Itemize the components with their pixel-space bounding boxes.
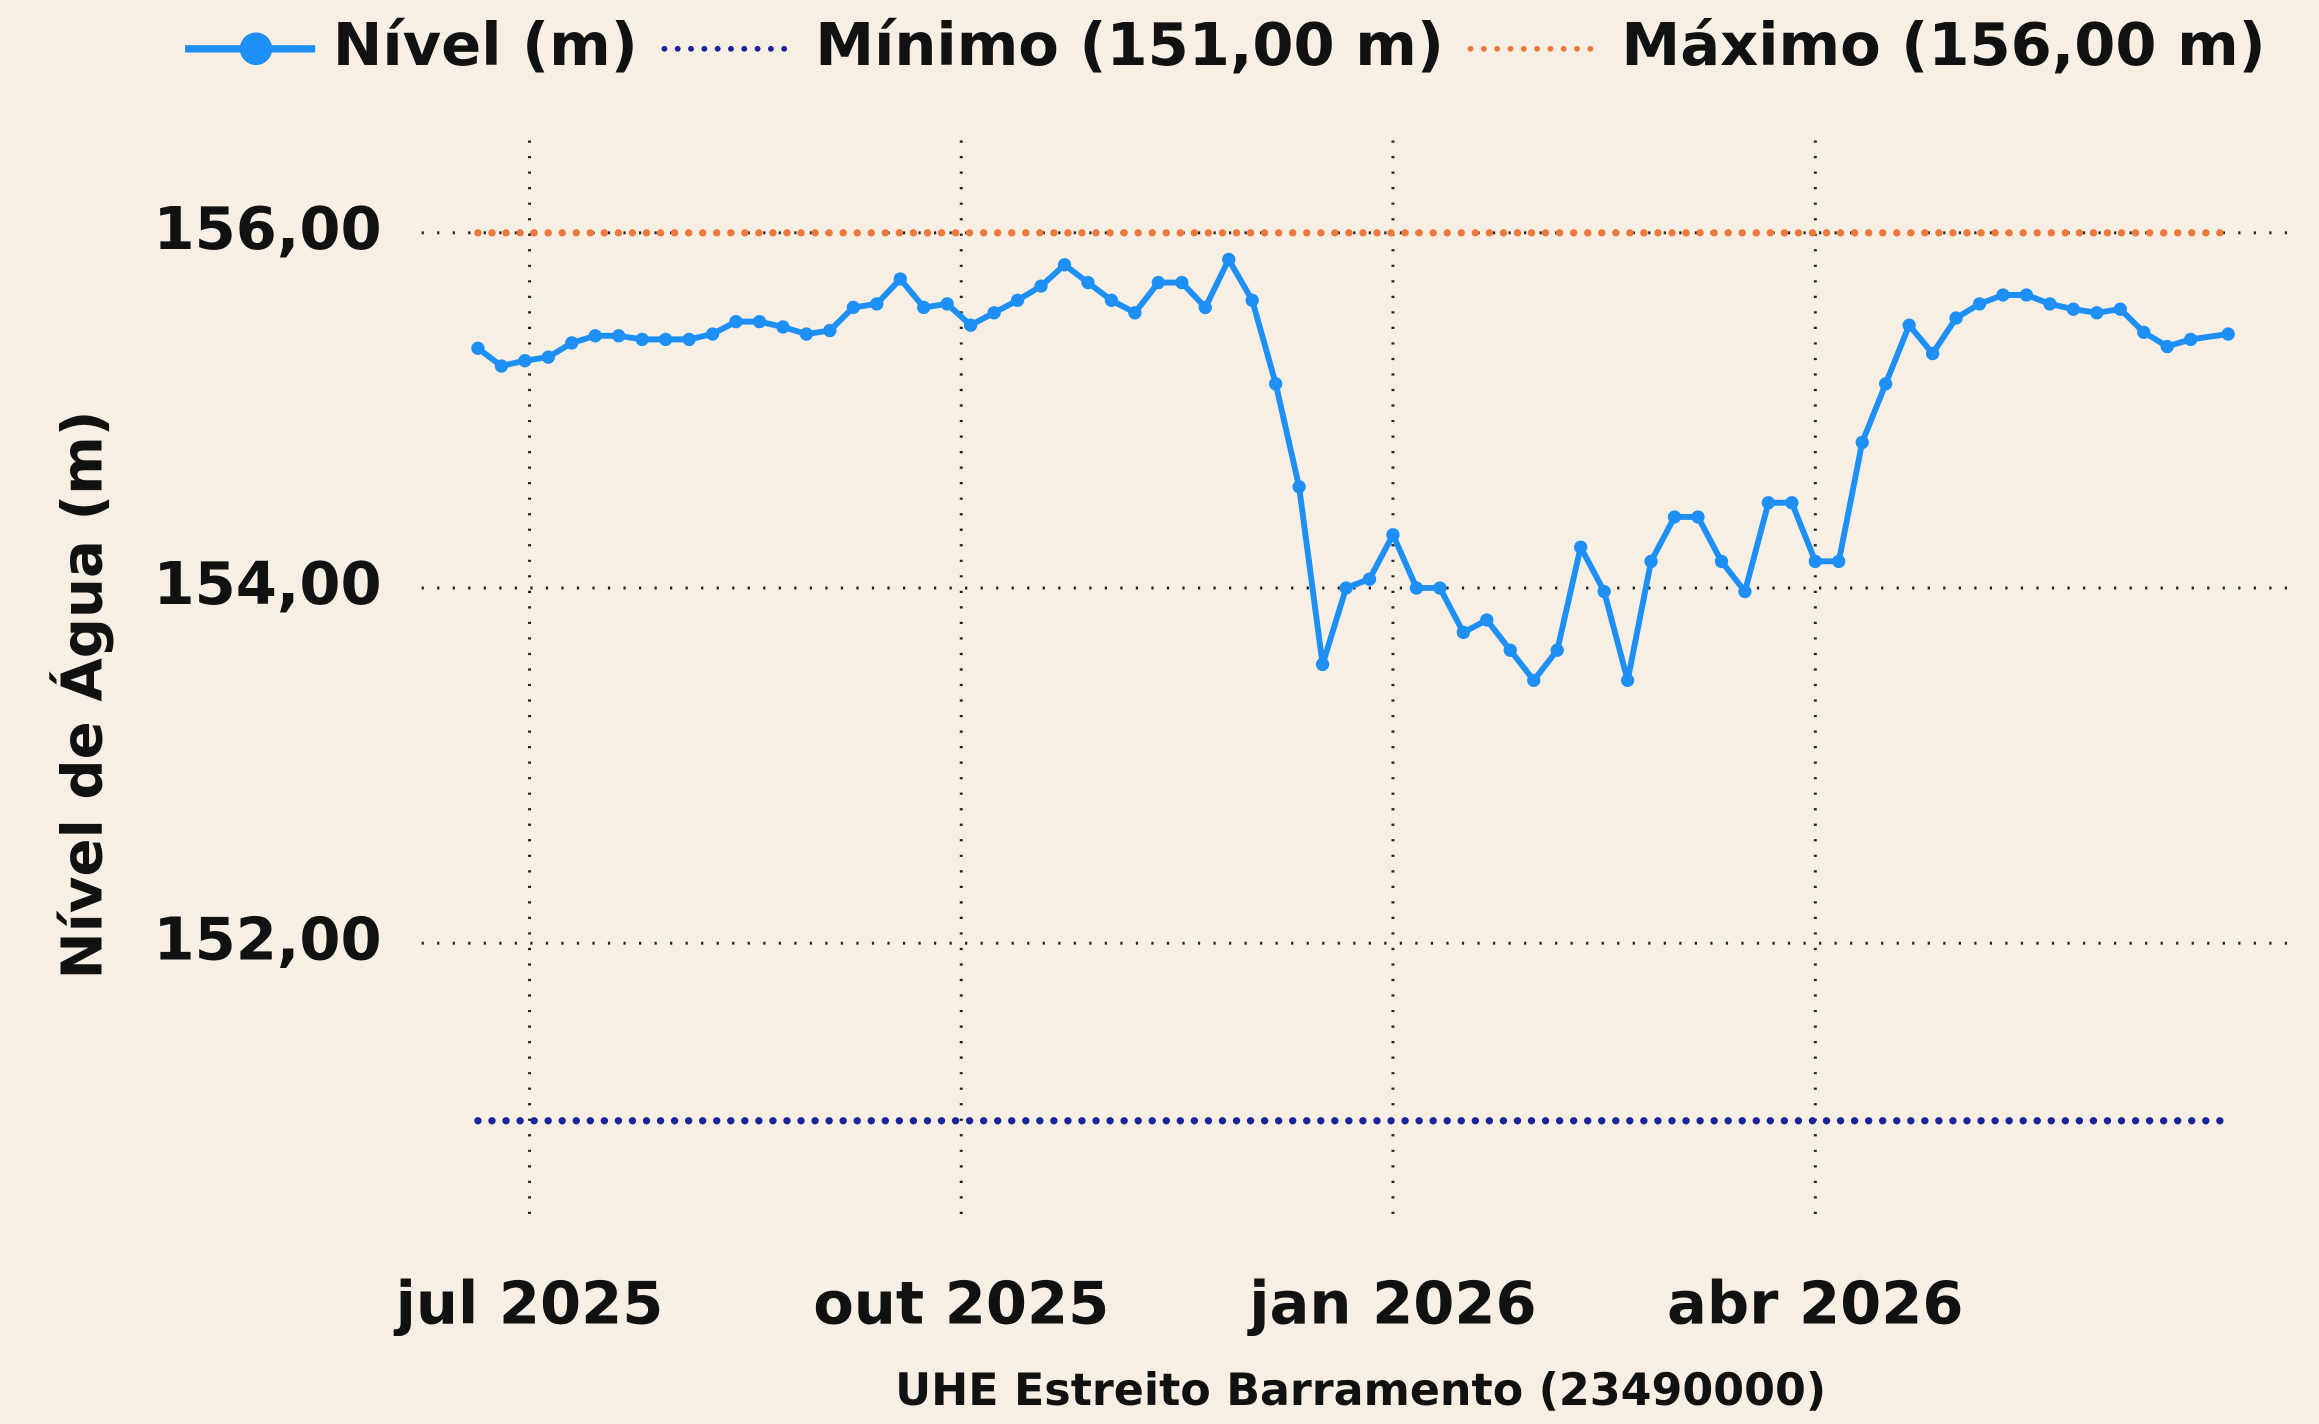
data-point (2221, 327, 2235, 341)
data-point (1597, 584, 1611, 599)
data-point (893, 272, 907, 286)
legend-label: Nível (m) (333, 10, 638, 79)
x-tick-label: jul 2025 (394, 1268, 664, 1337)
data-point (1362, 572, 1377, 586)
data-point (2019, 288, 2034, 302)
data-point (940, 297, 954, 311)
data-point (729, 314, 743, 329)
data-point (2160, 339, 2174, 354)
data-point (1057, 258, 1072, 272)
data-point (518, 354, 532, 368)
data-point (1198, 300, 1212, 315)
data-point (2184, 332, 2198, 347)
data-point (1151, 275, 1165, 290)
y-axis-label: Nível de Água (m) (48, 411, 116, 980)
data-point (1667, 510, 1682, 524)
data-point (1503, 643, 1517, 657)
data-point (2137, 325, 2151, 339)
data-point (987, 306, 1001, 320)
data-point (2090, 306, 2104, 320)
data-point (612, 329, 626, 343)
data-point (1527, 673, 1541, 688)
data-point (1456, 625, 1471, 640)
data-point (1996, 288, 2010, 302)
data-point (1761, 496, 1776, 510)
data-point (1691, 510, 1705, 524)
data-point (1785, 496, 1799, 510)
data-point (1644, 554, 1658, 569)
data-point (846, 300, 860, 315)
legend-swatch (239, 32, 273, 66)
data-point (1480, 613, 1494, 627)
data-point (1034, 279, 1048, 293)
data-point (1292, 480, 1306, 494)
data-point (1620, 673, 1635, 688)
data-point (682, 332, 696, 347)
data-point (1104, 293, 1119, 307)
data-point (1433, 581, 1447, 595)
data-point (1550, 643, 1564, 657)
data-point (1128, 306, 1142, 320)
data-point (1269, 377, 1283, 391)
data-point (1808, 554, 1822, 569)
data-point (471, 341, 485, 355)
data-point (494, 359, 509, 373)
data-point (1315, 657, 1330, 672)
y-tick-label: 154,00 (154, 549, 382, 618)
data-point (752, 314, 767, 329)
data-point (1949, 311, 1963, 325)
data-point (565, 336, 579, 350)
data-point (658, 332, 673, 347)
data-point (1832, 554, 1846, 569)
y-tick-label: 156,00 (154, 194, 382, 263)
legend-label: Mínimo (151,00 m) (815, 10, 1444, 79)
data-point (1879, 377, 1893, 391)
data-point (1902, 318, 1916, 332)
data-point (2113, 302, 2127, 316)
data-point (1245, 293, 1259, 307)
data-point (1714, 554, 1729, 569)
data-point (1855, 435, 1869, 450)
data-point (2066, 302, 2081, 316)
data-point (776, 320, 790, 334)
y-tick-label: 152,00 (154, 904, 382, 973)
data-point (1010, 293, 1025, 307)
data-point (1409, 581, 1424, 595)
x-tick-label: out 2025 (813, 1268, 1109, 1337)
data-point (1574, 540, 1588, 554)
data-point (1081, 275, 1095, 290)
data-point (1972, 297, 1987, 311)
data-point (1339, 581, 1353, 595)
data-point (1925, 346, 1940, 361)
data-point (635, 332, 649, 347)
data-point (1386, 528, 1400, 542)
data-point (588, 329, 602, 343)
x-axis-label: UHE Estreito Barramento (23490000) (895, 1365, 1826, 1416)
x-tick-label: abr 2026 (1667, 1268, 1964, 1337)
data-point (799, 327, 814, 341)
x-tick-label: jan 2026 (1247, 1268, 1536, 1337)
data-point (705, 327, 720, 341)
data-point (1222, 252, 1236, 267)
data-point (823, 323, 837, 338)
data-point (2043, 297, 2057, 311)
legend-label: Máximo (156,00 m) (1621, 10, 2265, 79)
data-point (1738, 584, 1752, 599)
data-point (1175, 275, 1189, 290)
data-point (963, 318, 978, 332)
data-point (870, 297, 884, 311)
data-point (541, 350, 555, 364)
data-point (917, 300, 931, 315)
